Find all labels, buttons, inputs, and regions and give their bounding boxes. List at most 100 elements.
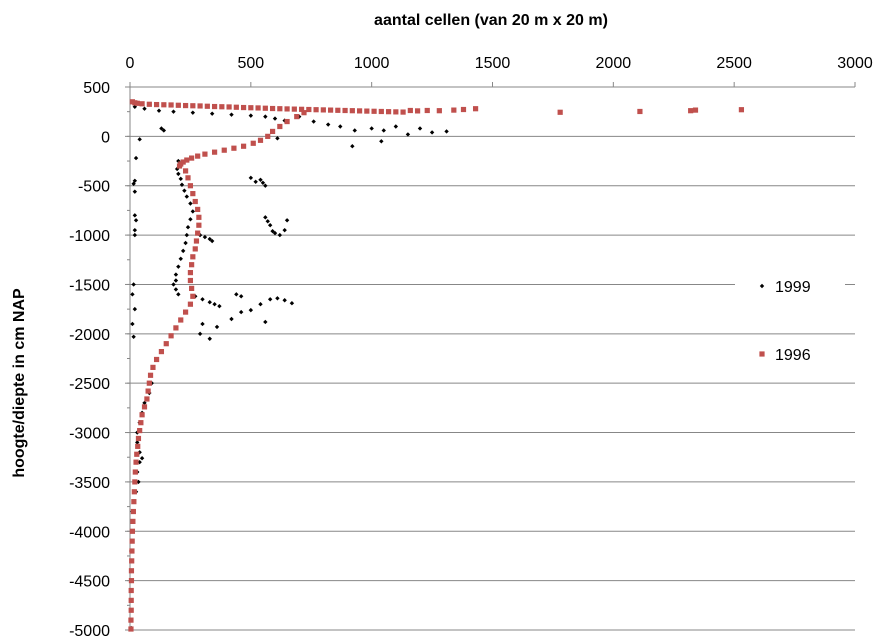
point-1999 [173,272,179,277]
point-1996 [128,626,134,632]
point-1996 [211,149,218,155]
point-1996 [257,137,264,143]
point-1999 [253,179,258,184]
point-1996 [233,104,239,110]
point-1999 [139,456,145,461]
point-1996 [187,183,194,189]
point-1999 [277,232,283,238]
x-tick-label: 2000 [596,55,632,72]
point-1999 [130,292,135,297]
point-1999 [200,297,205,302]
point-1996 [135,443,141,449]
point-1996 [400,109,406,115]
point-1996 [265,133,271,139]
point-1996 [184,157,190,163]
point-1999 [444,129,449,134]
point-1996 [153,356,160,363]
point-1999 [209,111,215,116]
point-1999 [202,234,208,240]
point-1996 [472,106,479,112]
point-1996 [138,420,144,426]
point-1996 [129,548,135,554]
point-1996 [219,104,225,110]
x-tick-label: 3000 [837,55,873,72]
point-1999 [137,137,142,142]
point-1996 [128,617,134,623]
point-1996 [294,114,300,120]
point-1999 [429,130,435,135]
point-1999 [417,126,423,131]
point-1996 [187,277,194,284]
point-1999 [258,177,263,183]
legend-bg [735,342,845,366]
point-1996 [349,108,355,114]
point-1999 [132,227,138,233]
point-1996 [424,107,430,114]
point-1996 [306,106,312,113]
point-1996 [139,412,145,418]
point-1996 [378,108,384,115]
legend: 1999 1996 [735,274,845,366]
point-1996 [692,107,699,113]
point-1996 [385,109,392,115]
point-1996 [335,107,341,113]
y-tick-label: -4000 [69,524,110,541]
point-1999 [214,324,220,330]
point-1999 [131,334,136,339]
point-1999 [248,175,254,181]
point-1996 [185,175,191,181]
point-1996 [436,108,442,114]
point-1999 [132,213,138,218]
y-tick-label: -3500 [69,475,110,492]
point-1996 [195,230,201,236]
point-1999 [183,240,188,246]
point-1999 [238,309,244,315]
point-1999 [133,218,139,223]
point-1996 [128,578,135,584]
point-1999 [238,294,244,299]
y-tick-label: 0 [101,129,110,146]
point-1996 [176,163,183,169]
point-1999 [188,201,193,206]
point-1999 [135,440,140,445]
legend-label: 1999 [775,279,811,296]
point-1996 [277,106,283,112]
point-1996 [291,106,297,112]
point-1996 [240,104,247,111]
point-1996 [189,262,195,268]
point-1999 [405,132,411,137]
point-1999 [265,219,270,224]
point-1996 [133,459,139,465]
y-tick-label: 500 [83,80,110,97]
point-1999 [338,124,343,129]
point-1999 [180,248,186,254]
point-1996 [173,325,179,331]
point-1999 [184,232,189,238]
point-1999 [179,182,185,187]
point-1999 [248,307,254,313]
point-1996 [128,587,134,594]
point-1996 [451,107,457,113]
point-1996 [371,108,377,114]
point-1996 [190,293,196,299]
point-1996 [139,101,145,107]
x-axis-title: aantal cellen (van 20 m x 20 m) [374,12,608,29]
y-axis-title: hoogte/diepte in cm NAP [11,288,28,478]
point-1999 [379,139,384,144]
point-1999 [190,209,196,214]
point-1996 [269,105,276,112]
legend-bg [735,274,845,298]
point-1996 [301,110,307,116]
point-1996 [128,597,134,603]
point-1996 [182,309,189,315]
point-1996 [240,143,247,149]
point-1996 [168,102,174,108]
point-1996 [231,145,237,151]
point-1996 [131,489,137,495]
point-1999 [282,227,287,233]
point-1996 [255,105,261,111]
point-1999 [197,331,203,337]
point-1999 [130,321,135,327]
point-1996 [211,103,218,110]
